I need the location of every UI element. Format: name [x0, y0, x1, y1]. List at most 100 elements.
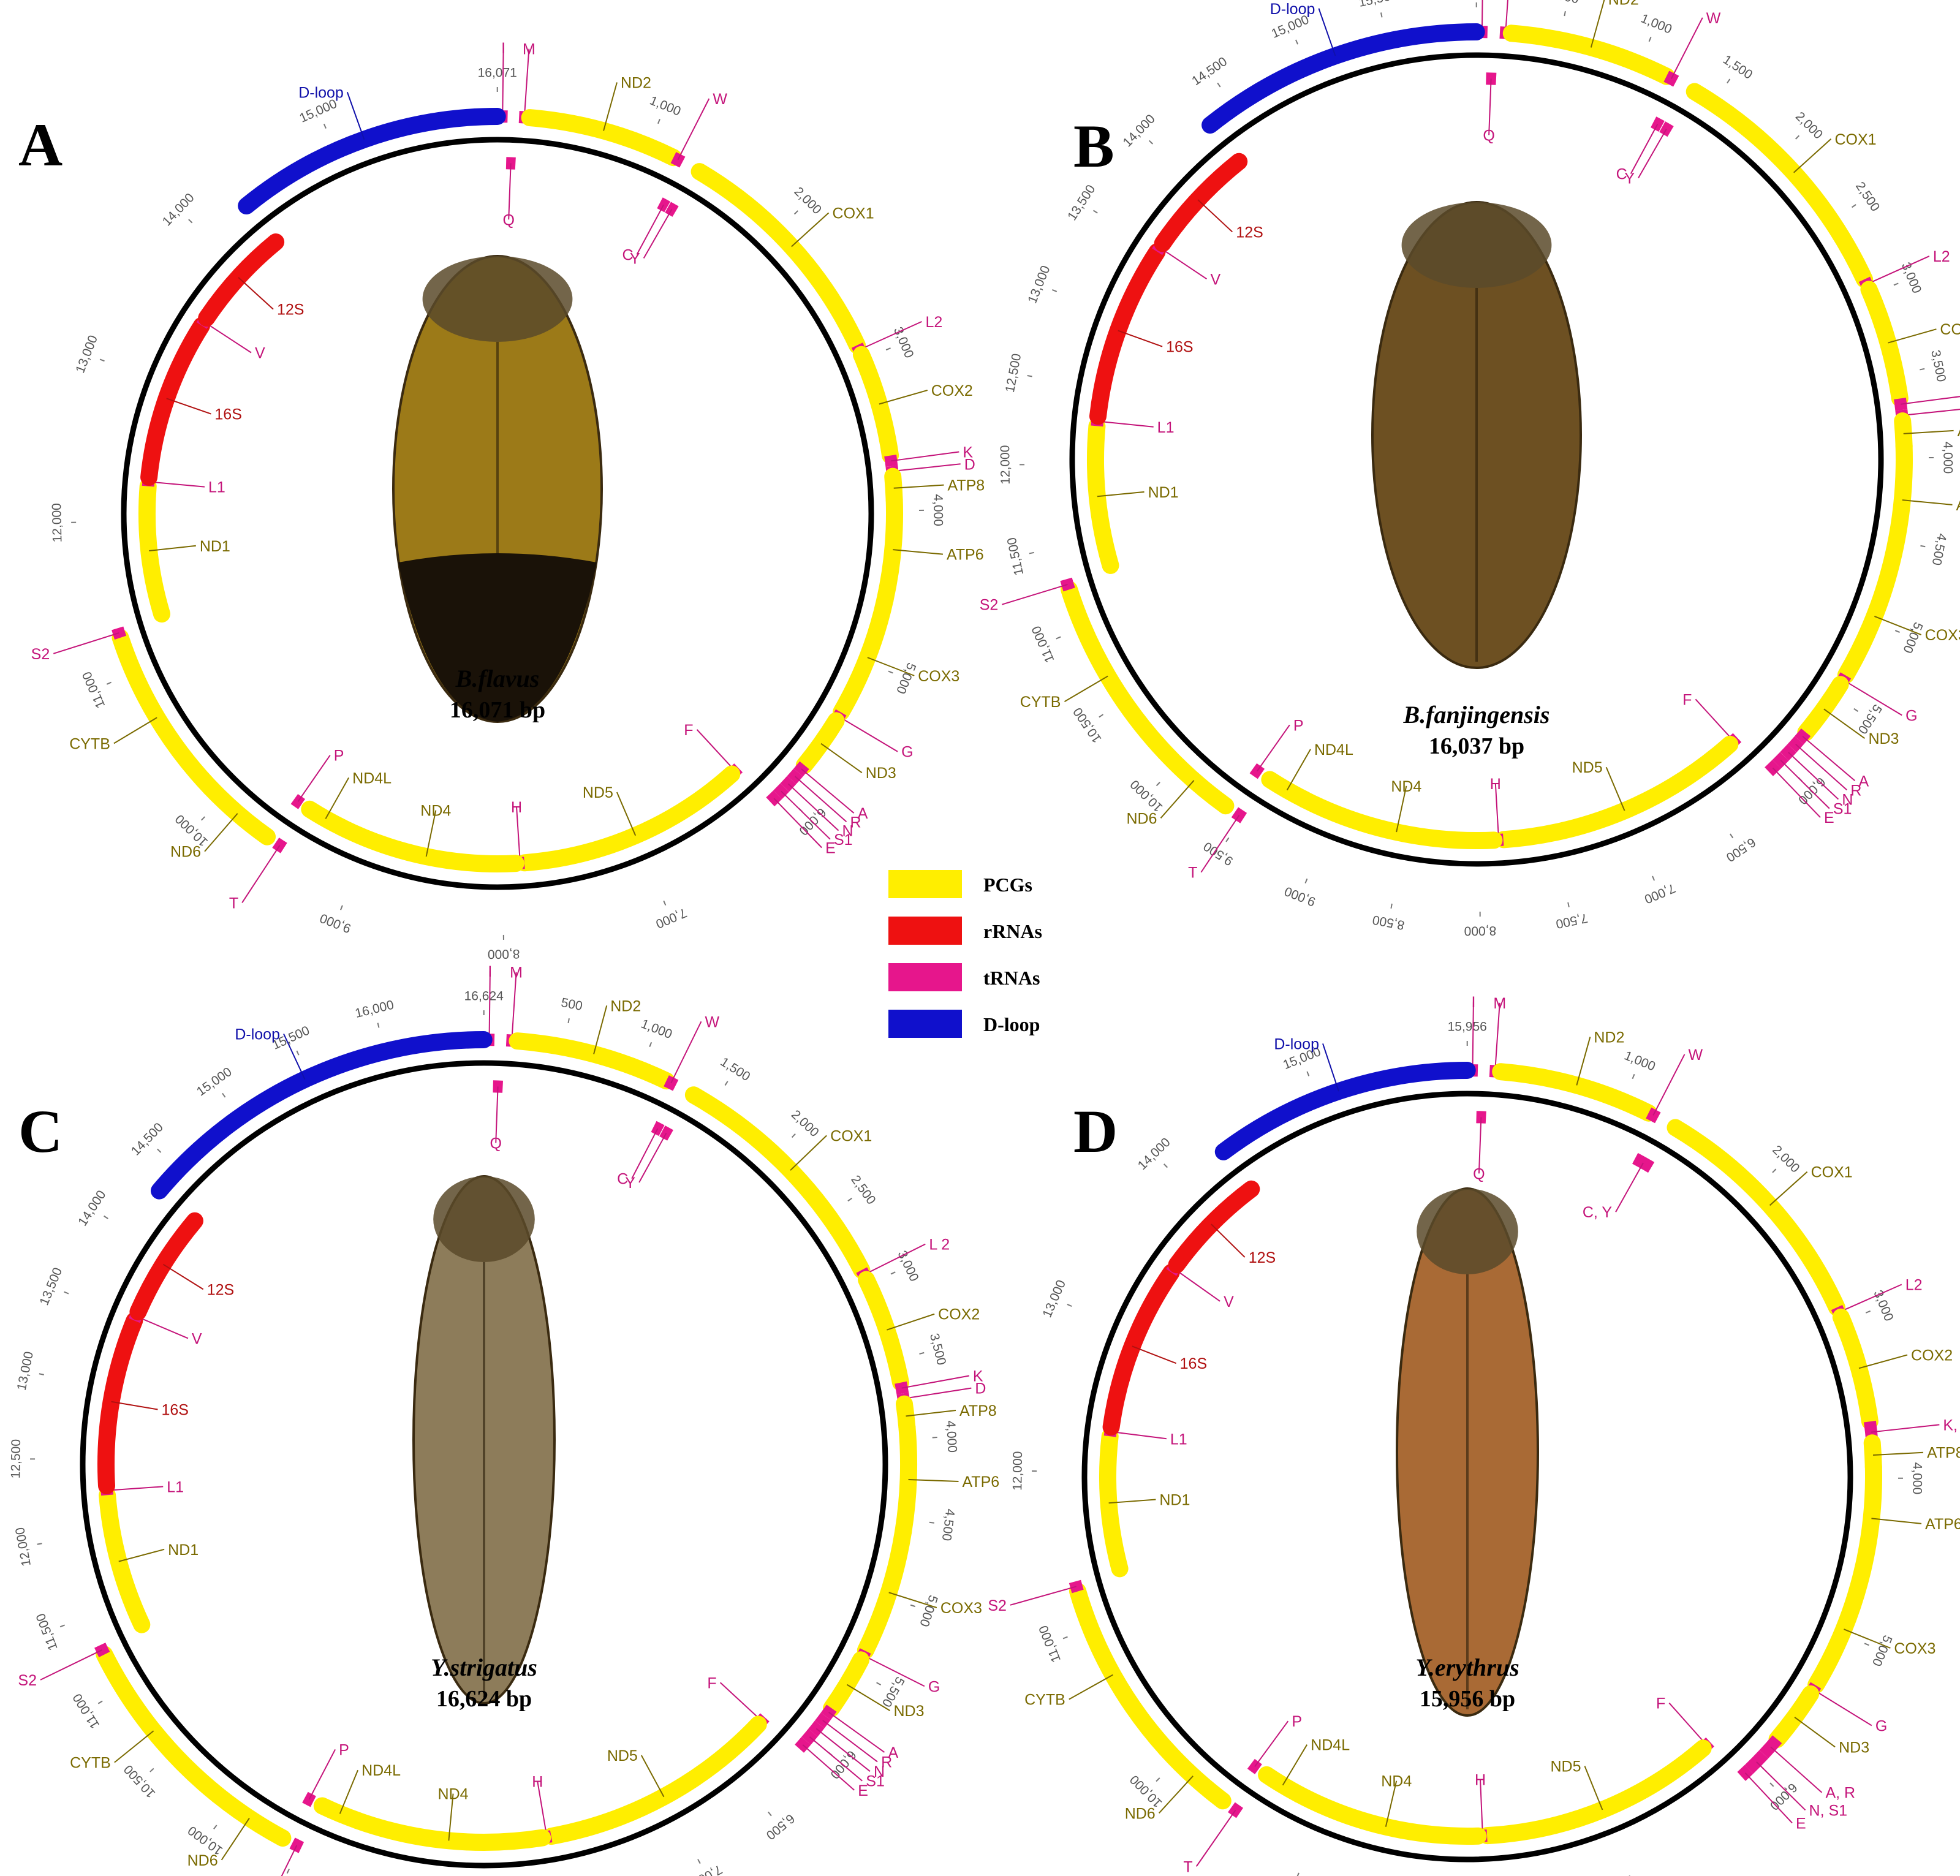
gene-arc-atp6 — [895, 1418, 918, 1541]
tick-mark — [888, 670, 893, 674]
gene-label: I — [501, 40, 505, 57]
tick-mark — [1851, 204, 1856, 208]
gene-label: W — [1689, 1046, 1703, 1064]
gene-arc-t — [289, 1837, 305, 1853]
gene-arc-cox2 — [1860, 281, 1909, 407]
tick-mark — [149, 1768, 154, 1772]
tick-label: 12,000 — [1010, 1451, 1025, 1491]
tick-label: 15,500 — [1357, 0, 1399, 10]
tick-label: 4,000 — [1910, 1462, 1924, 1495]
gene-arc-nd3 — [823, 1651, 869, 1717]
gene-arc-cytb — [96, 1646, 227, 1804]
gene-label: K — [973, 1368, 983, 1385]
tick-mark — [99, 358, 105, 362]
tick-label: 12,000 — [13, 1526, 34, 1567]
gene-leader-line — [616, 792, 637, 836]
insect-photo — [392, 255, 603, 723]
gene-label: A — [888, 1744, 898, 1761]
gene-label: Q — [502, 211, 514, 229]
gene-label: A, R — [1825, 1785, 1855, 1802]
insect-head — [433, 1176, 535, 1262]
tick-mark — [64, 1291, 69, 1295]
gene-label: A — [858, 805, 868, 822]
gene-leader-line — [1478, 1117, 1482, 1174]
tick-mark — [919, 1352, 925, 1355]
gene-label: E — [858, 1782, 868, 1799]
gene-arc-c-y — [1632, 1152, 1655, 1173]
gene-label: ND2 — [621, 75, 651, 92]
gene-arc-cox2 — [858, 1271, 909, 1391]
gene-label: P — [1292, 1713, 1302, 1730]
gene-label: W — [705, 1013, 719, 1031]
circular-maps: B.flavus 16,071 bp 1,000 2,000 3,000 4,000 5,0… — [9, 0, 1960, 1876]
tick-label: 12,500 — [9, 1439, 23, 1479]
gene-label: C — [622, 246, 633, 263]
panel-c-letter: C — [18, 1097, 62, 1165]
gene-label: L1 — [1170, 1431, 1187, 1448]
gene-leader-line — [1200, 815, 1240, 873]
tick-mark — [1795, 135, 1800, 140]
gene-arc-cox1 — [691, 163, 866, 354]
tick-mark — [1067, 1304, 1072, 1307]
tick-mark — [323, 123, 327, 129]
tick-mark — [59, 1624, 65, 1628]
tick-label: 11,000 — [1029, 624, 1058, 665]
gene-leader-line — [794, 776, 847, 823]
gene-label: I — [1471, 994, 1475, 1011]
gene-arc-16s — [1089, 243, 1166, 425]
gene-arc-nd5 — [1495, 735, 1739, 849]
gene-label: 12S — [277, 301, 304, 319]
gene-label: M — [523, 41, 535, 58]
gene-leader-line — [1780, 760, 1830, 809]
species-name: B.fanjingensis — [1403, 701, 1550, 728]
tick-mark — [1920, 368, 1925, 371]
gene-leader-line — [203, 321, 252, 354]
tick-label: 13,500 — [37, 1266, 66, 1307]
gene-leader-line — [773, 798, 822, 849]
gene-label: ATP6 — [962, 1473, 999, 1491]
gene-label: COX1 — [1811, 1164, 1853, 1181]
gene-leader-line — [1838, 1284, 1902, 1313]
gene-leader-line — [1871, 1518, 1922, 1524]
tick-label: 13,000 — [1040, 1278, 1069, 1320]
gene-arc-n — [808, 1720, 825, 1737]
gene-label: V — [1224, 1293, 1234, 1311]
tick-label: 11,000 — [70, 1691, 102, 1731]
gene-leader-line — [1097, 491, 1145, 497]
tick-label: 3,000 — [1899, 260, 1924, 295]
tick-label: 4,500 — [939, 1508, 958, 1541]
gene-leader-line — [1871, 1424, 1940, 1433]
gene-leader-line — [1385, 1780, 1398, 1827]
gene-label: Q — [1473, 1165, 1485, 1182]
gene-leader-line — [1873, 1451, 1924, 1456]
gene-label: ND3 — [1868, 730, 1899, 747]
gene-label: 16S — [161, 1402, 188, 1419]
gene-leader-line — [1772, 767, 1821, 818]
gene-leader-line — [893, 484, 944, 489]
gene-arc-p — [290, 793, 305, 809]
tick-mark — [885, 347, 891, 351]
gene-label: H — [532, 1774, 543, 1791]
tick-label: 500 — [1556, 0, 1580, 6]
legend-swatch-pcgs — [888, 870, 962, 898]
gene-leader-line — [1282, 1744, 1308, 1786]
gene-arc-w — [664, 1075, 679, 1091]
tick-mark — [1652, 876, 1655, 881]
tick-label: 11,000 — [80, 670, 108, 711]
tick-label: 9,000 — [1282, 883, 1317, 909]
gene-leader-line — [1322, 1043, 1339, 1092]
tick-mark — [724, 1081, 728, 1086]
gene-label: ND3 — [866, 765, 896, 782]
gene-leader-line — [859, 320, 922, 350]
gene-label: C — [1616, 166, 1627, 183]
gene-label: ND4L — [1314, 741, 1353, 758]
legend-label-pcgs: PCGs — [983, 874, 1032, 896]
gene-label: E — [825, 840, 836, 857]
genome-length: 16,624 bp — [436, 1686, 532, 1712]
panel-a-letter: A — [18, 111, 62, 179]
tick-mark — [567, 1018, 570, 1024]
gene-leader-line — [1110, 1431, 1167, 1440]
tick-mark — [1225, 837, 1230, 842]
gene-leader-line — [107, 1486, 164, 1491]
insect-photo — [1371, 201, 1582, 669]
